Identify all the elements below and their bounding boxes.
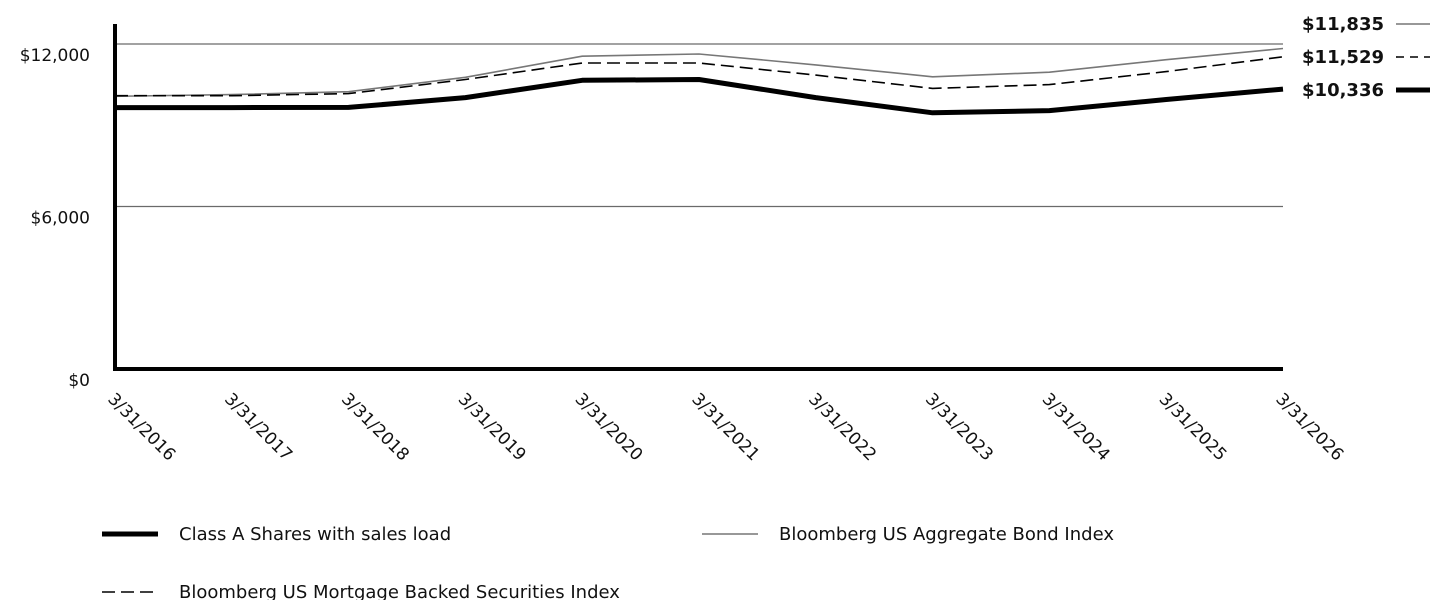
y-tick-label: $6,000 [31, 209, 90, 229]
series-line-2 [115, 56, 1284, 97]
x-tick-label: 3/31/2018 [337, 389, 413, 465]
x-axis-tick-labels: 3/31/2016 3/31/2017 3/31/2018 3/31/2019 3/31… [103, 389, 1347, 465]
legend-label: Bloomberg US Aggregate Bond Index [779, 524, 1114, 545]
end-value-labels: $10,336 $11,835 $11,529 [1302, 14, 1430, 101]
y-tick-label: $0 [68, 371, 90, 391]
x-tick-label: 3/31/2025 [1155, 389, 1231, 465]
end-value-label: $10,336 [1302, 80, 1384, 101]
x-tick-label: 3/31/2020 [571, 389, 647, 465]
end-value-label: $11,529 [1302, 47, 1384, 68]
legend-label: Class A Shares with sales load [179, 524, 451, 545]
x-tick-label: 3/31/2016 [103, 389, 179, 465]
series-lines [114, 47, 1284, 116]
series-line-1 [114, 47, 1284, 98]
legend: Class A Shares with sales load Bloomberg … [102, 524, 1114, 600]
x-tick-label: 3/31/2022 [804, 389, 880, 465]
x-tick-label: 3/31/2024 [1038, 389, 1114, 465]
x-tick-label: 3/31/2017 [220, 389, 296, 465]
y-axis-tick-labels: $0 $6,000 $12,000 [20, 46, 90, 391]
y-tick-label: $12,000 [20, 46, 90, 66]
gridlines [115, 43, 1283, 208]
x-tick-label: 3/31/2023 [921, 389, 997, 465]
x-tick-label: 3/31/2026 [1271, 389, 1347, 465]
series-line-0 [115, 77, 1284, 116]
x-tick-label: 3/31/2019 [454, 389, 530, 465]
x-tick-label: 3/31/2021 [687, 389, 763, 465]
end-value-label: $11,835 [1302, 14, 1384, 35]
legend-label: Bloomberg US Mortgage Backed Securities … [179, 582, 620, 600]
axes [113, 24, 1283, 371]
